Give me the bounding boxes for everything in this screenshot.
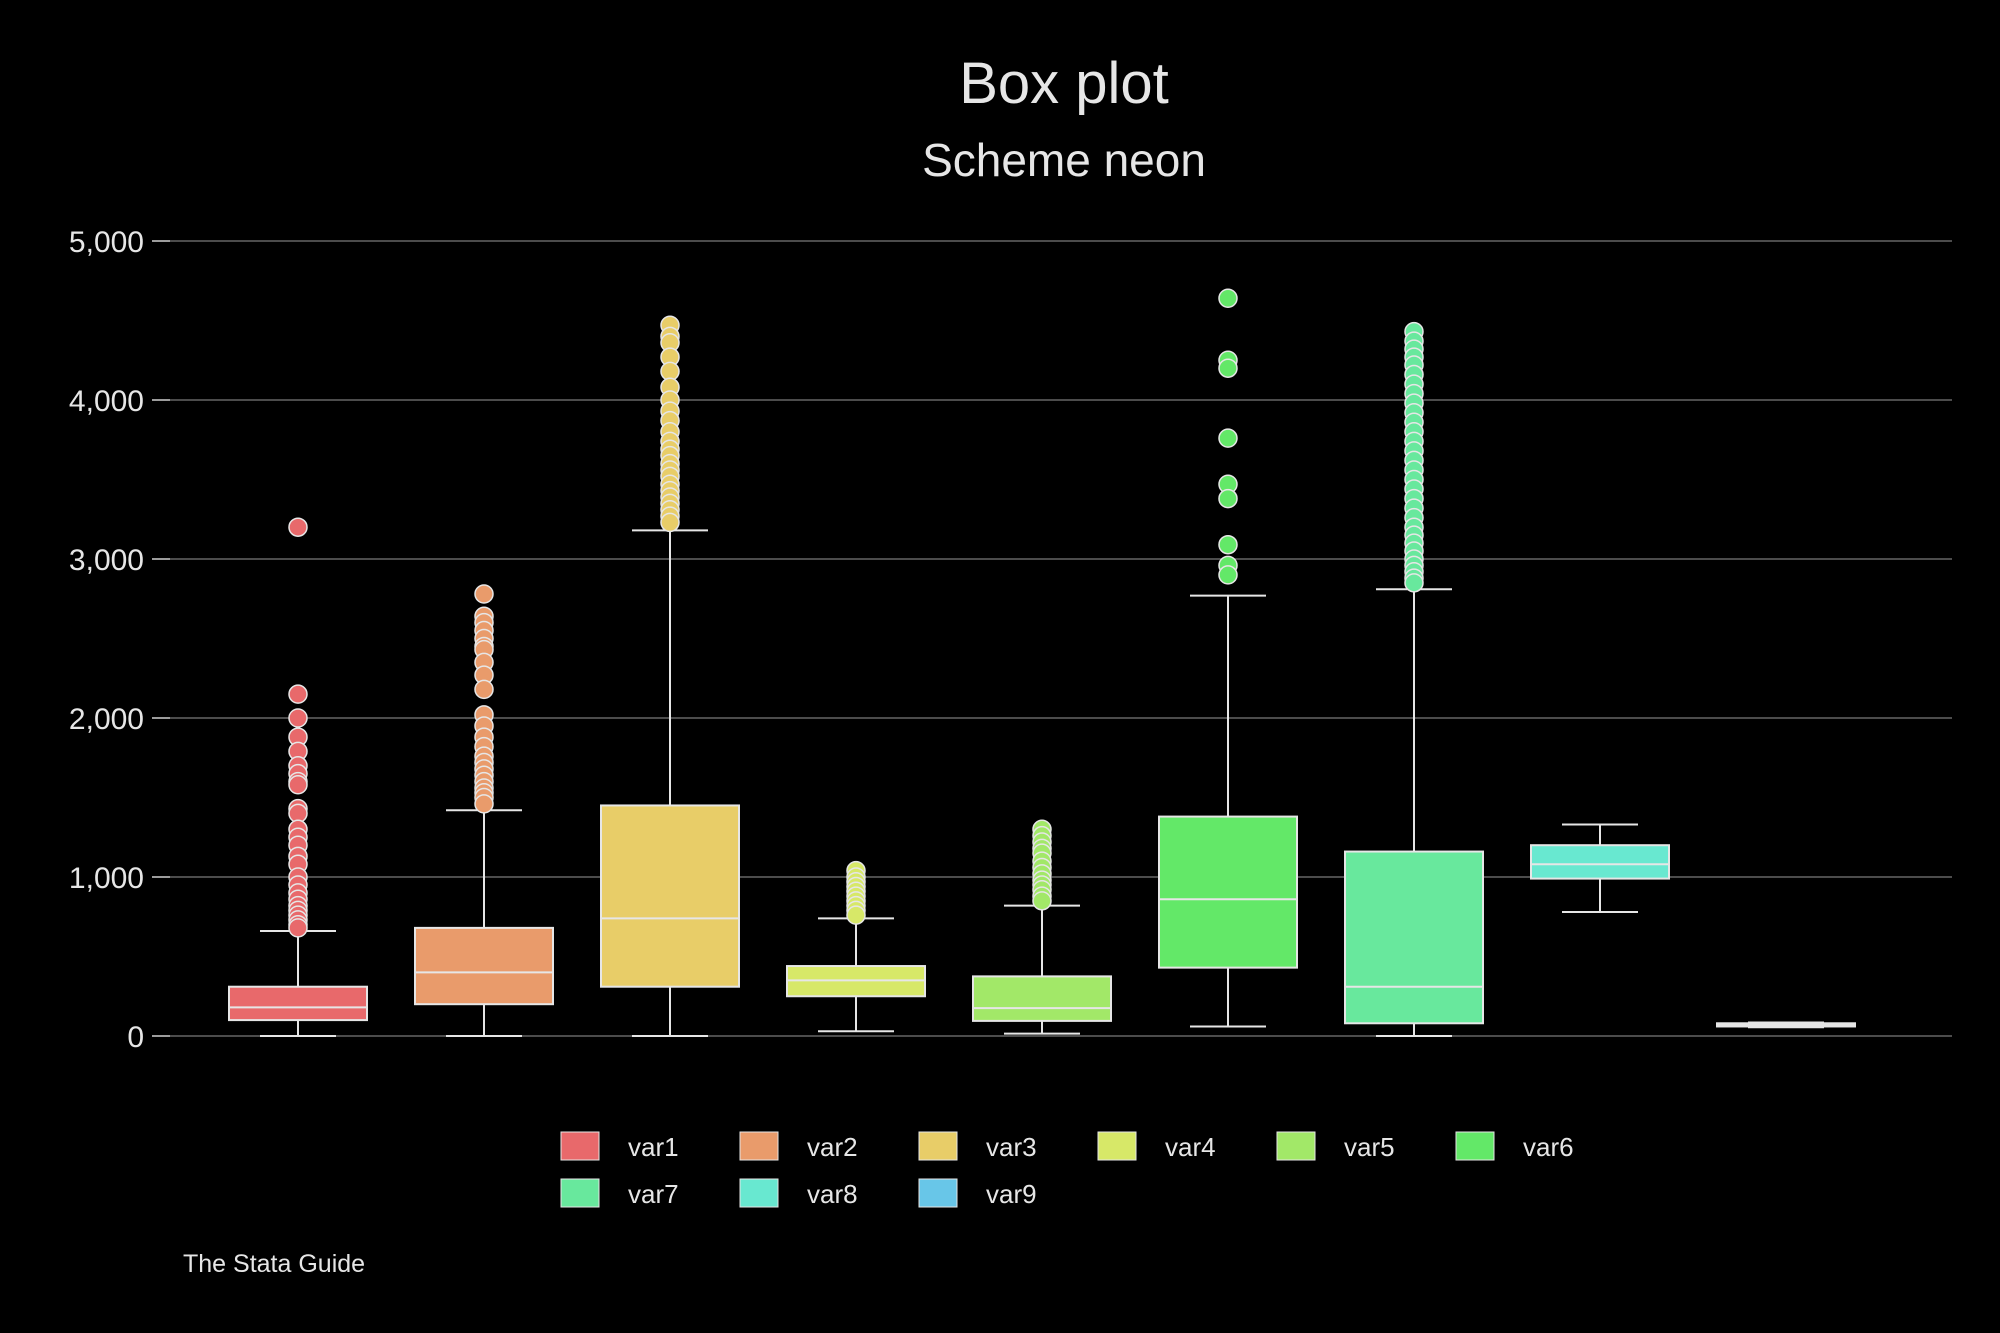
box-var1 <box>228 517 368 1037</box>
outlier-point <box>474 794 494 814</box>
iqr-box <box>972 975 1112 1022</box>
legend-swatch <box>918 1131 958 1161</box>
y-tick-label: 1,000 <box>69 862 144 895</box>
y-tick-label: 5,000 <box>69 226 144 259</box>
outlier-point <box>1218 428 1238 448</box>
box-series <box>228 288 1856 1037</box>
legend-label: var8 <box>807 1179 858 1209</box>
box-var8 <box>1530 823 1670 913</box>
outlier-point <box>474 584 494 604</box>
outlier-point <box>1218 488 1238 509</box>
y-tick-label: 2,000 <box>69 703 144 736</box>
legend-item-var7: var7 <box>560 1178 679 1209</box>
legend-label: var6 <box>1523 1132 1574 1162</box>
outlier-point <box>1218 288 1238 308</box>
legend-label: var4 <box>1165 1132 1216 1162</box>
outlier-point <box>1032 891 1052 911</box>
legend-label: var3 <box>986 1132 1037 1162</box>
outlier-point <box>846 905 866 925</box>
legend-label: var2 <box>807 1132 858 1162</box>
legend-swatch <box>560 1178 600 1208</box>
y-axis: 0 1,000 2,000 3,000 4,000 5,000 <box>69 226 170 1054</box>
outlier-point <box>288 708 308 728</box>
box-var5 <box>972 819 1112 1035</box>
chart-subtitle: Scheme neon <box>922 134 1206 186</box>
legend-swatch <box>1276 1131 1316 1161</box>
y-tick-label: 3,000 <box>69 544 144 577</box>
outlier-point <box>288 684 308 704</box>
legend-label: var5 <box>1344 1132 1395 1162</box>
legend-label: var9 <box>986 1179 1037 1209</box>
chart-title: Box plot <box>959 51 1169 116</box>
outlier-point <box>474 679 494 700</box>
legend-item-var3: var3 <box>918 1131 1037 1162</box>
box-var4 <box>786 860 926 1033</box>
y-tick-label: 4,000 <box>69 385 144 418</box>
box-var7 <box>1344 321 1484 1037</box>
legend-label: var1 <box>628 1132 679 1162</box>
iqr-box <box>228 985 368 1022</box>
iqr-box <box>414 926 554 1006</box>
legend-swatch <box>918 1178 958 1208</box>
legend-item-var9: var9 <box>918 1178 1037 1209</box>
legend-swatch <box>739 1131 779 1161</box>
iqr-box <box>1158 815 1298 969</box>
legend-swatch <box>1455 1131 1495 1161</box>
chart-note: The Stata Guide <box>183 1250 365 1278</box>
box-var2 <box>414 584 554 1037</box>
legend-item-var1: var1 <box>560 1131 679 1162</box>
legend-label: var7 <box>628 1179 679 1209</box>
outlier-point <box>660 512 680 533</box>
legend-swatch <box>560 1131 600 1161</box>
legend-item-var8: var8 <box>739 1178 858 1209</box>
legend-item-var4: var4 <box>1097 1131 1216 1162</box>
legend-item-var6: var6 <box>1455 1131 1574 1162</box>
y-tick-label: 0 <box>127 1021 144 1054</box>
box-var6 <box>1158 288 1298 1028</box>
outlier-point <box>1218 358 1238 378</box>
legend-item-var2: var2 <box>739 1131 858 1162</box>
iqr-box <box>1530 844 1670 880</box>
outlier-point <box>288 775 308 795</box>
outlier-point <box>288 918 308 938</box>
iqr-box <box>1344 850 1484 1025</box>
legend: var1 var2 var3 var4 var5 var6 var7 var8 var9 <box>560 1131 1574 1209</box>
outlier-point <box>1404 573 1424 593</box>
legend-swatch <box>739 1178 779 1208</box>
iqr-box <box>600 804 740 988</box>
legend-item-var5: var5 <box>1276 1131 1395 1162</box>
outlier-point <box>288 517 308 537</box>
outlier-point <box>1218 534 1238 555</box>
box-var3 <box>600 315 740 1037</box>
box-var9 <box>1716 1021 1856 1029</box>
outlier-point <box>1218 565 1238 585</box>
legend-swatch <box>1097 1131 1137 1161</box>
